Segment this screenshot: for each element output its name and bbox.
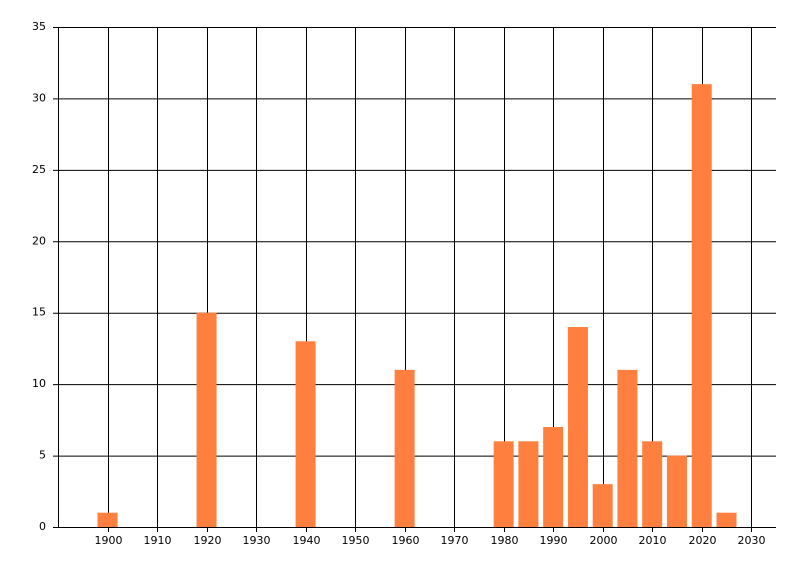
y-tick-label: 5 xyxy=(39,449,46,462)
x-tick-label: 2020 xyxy=(689,534,717,547)
bar xyxy=(97,512,118,527)
x-tick-label: 1920 xyxy=(194,534,222,547)
x-tick-label: 1910 xyxy=(144,534,172,547)
bar xyxy=(567,327,588,527)
x-tick-label: 1950 xyxy=(342,534,370,547)
bar xyxy=(394,369,415,527)
bar xyxy=(518,441,539,527)
y-tick-label: 35 xyxy=(32,20,46,33)
x-tick-label: 2010 xyxy=(639,534,667,547)
bar xyxy=(617,369,638,527)
bar xyxy=(493,441,514,527)
bar xyxy=(716,512,737,527)
x-tick-label: 1970 xyxy=(441,534,469,547)
x-tick-label: 1980 xyxy=(491,534,519,547)
bar xyxy=(543,427,564,527)
bar xyxy=(691,84,712,528)
x-tick-label: 1940 xyxy=(293,534,321,547)
y-tick-label: 25 xyxy=(32,163,46,176)
bar xyxy=(666,455,687,527)
x-tick-label: 1960 xyxy=(392,534,420,547)
bar xyxy=(592,484,613,527)
x-tick-label: 2030 xyxy=(738,534,766,547)
y-tick-label: 0 xyxy=(39,520,46,533)
y-tick-label: 10 xyxy=(32,377,46,390)
bar xyxy=(642,441,663,527)
y-tick-label: 30 xyxy=(32,91,46,104)
bar xyxy=(295,341,316,527)
y-tick-label: 15 xyxy=(32,306,46,319)
bar xyxy=(196,312,217,527)
x-tick-label: 1900 xyxy=(95,534,123,547)
x-tick-label: 1930 xyxy=(243,534,271,547)
y-tick-label: 20 xyxy=(32,234,46,247)
x-tick-label: 1990 xyxy=(540,534,568,547)
x-tick-label: 2000 xyxy=(590,534,618,547)
